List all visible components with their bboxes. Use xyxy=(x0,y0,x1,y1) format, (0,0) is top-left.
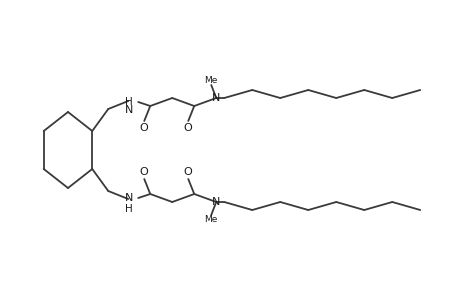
Text: Me: Me xyxy=(204,76,218,85)
Text: O: O xyxy=(184,167,192,177)
Text: H: H xyxy=(125,97,133,107)
Text: O: O xyxy=(184,123,192,133)
Text: O: O xyxy=(140,167,148,177)
Text: Me: Me xyxy=(204,215,218,224)
Text: N: N xyxy=(212,93,220,103)
Text: N: N xyxy=(212,197,220,207)
Text: O: O xyxy=(140,123,148,133)
Text: N: N xyxy=(125,105,133,115)
Text: H: H xyxy=(125,204,133,214)
Text: N: N xyxy=(125,193,133,203)
